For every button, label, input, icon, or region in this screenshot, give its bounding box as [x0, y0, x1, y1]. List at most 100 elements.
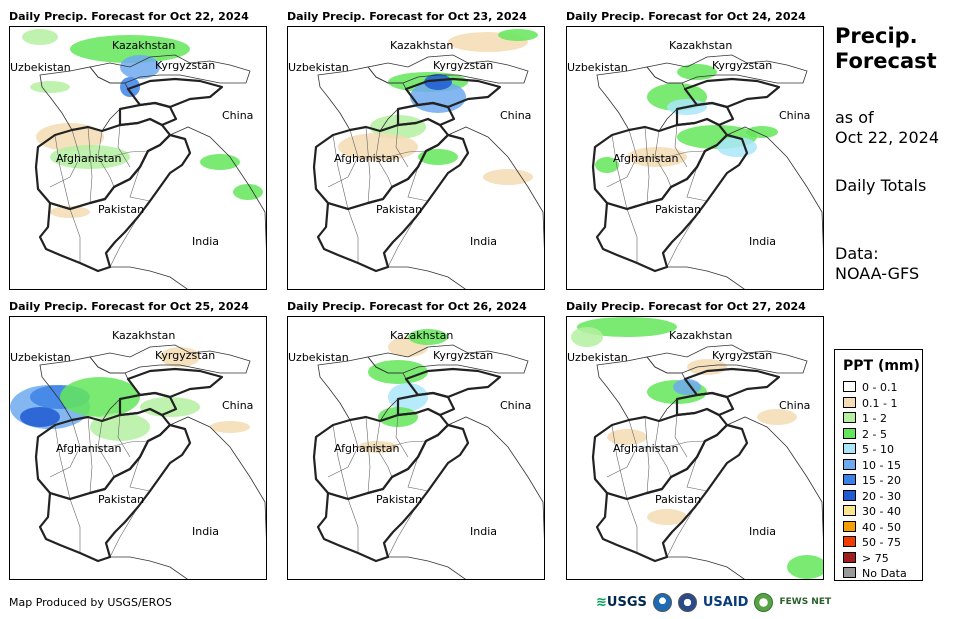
- map-panel-1: Kazakhstan Uzbekistan Kyrgyzstan China Afgha…: [9, 26, 267, 290]
- usaid-logo: USAID: [702, 594, 749, 610]
- precip-area: [30, 81, 70, 93]
- province-border: [387, 506, 417, 558]
- label-india: India: [470, 525, 497, 538]
- label-uzbekistan: Uzbekistan: [10, 351, 71, 364]
- province-border: [644, 126, 650, 204]
- label-kyrgyzstan: Kyrgyzstan: [712, 349, 772, 362]
- province-border: [97, 130, 115, 188]
- province-border: [626, 498, 638, 553]
- label-india: India: [192, 525, 219, 538]
- commerce-seal-logo: [677, 592, 697, 612]
- province-border: [644, 416, 650, 494]
- legend: PPT (mm) 0 - 0.1 0.1 - 1 1 - 2 2 - 5 5 - 10 1…: [834, 349, 923, 581]
- legend-swatch: [843, 396, 856, 408]
- fews-net-logo: FEWS NET: [779, 597, 832, 607]
- precip-area: [408, 329, 448, 345]
- label-india: India: [470, 235, 497, 248]
- legend-item: 1 - 2: [843, 412, 887, 425]
- label-china: China: [779, 109, 810, 122]
- legend-label: 0 - 0.1: [862, 381, 898, 394]
- label-kyrgyzstan: Kyrgyzstan: [433, 349, 493, 362]
- panel-title-3: Daily Precip. Forecast for Oct 24, 2024: [566, 10, 806, 23]
- province-border: [611, 424, 628, 500]
- region-border: [675, 101, 735, 127]
- legend-swatch: [843, 412, 856, 423]
- as-of-date: as of Oct 22, 2024: [835, 108, 939, 147]
- legend-label: > 75: [862, 551, 889, 565]
- precip-area: [483, 169, 533, 185]
- label-kyrgyzstan: Kyrgyzstan: [712, 59, 772, 72]
- label-china: China: [500, 109, 531, 122]
- legend-label: 15 - 20: [862, 474, 901, 487]
- legend-item: 2 - 5: [843, 427, 887, 441]
- map-panel-5: Kazakhstan Uzbekistan Kyrgyzstan China Afgha…: [287, 316, 545, 580]
- precip-area: [595, 157, 619, 173]
- map-panel-3: Kazakhstan Uzbekistan Kyrgyzstan China Afgha…: [566, 26, 824, 290]
- province-border: [54, 134, 71, 210]
- legend-label: 30 - 40: [862, 505, 901, 518]
- region-border: [118, 101, 178, 127]
- precip-area: [746, 126, 778, 138]
- forecast-title: Precip. Forecast: [835, 24, 937, 73]
- precip-area: [338, 133, 418, 161]
- label-kyrgyzstan: Kyrgyzstan: [433, 59, 493, 72]
- panel-title-2: Daily Precip. Forecast for Oct 23, 2024: [287, 10, 527, 23]
- province-border: [109, 506, 139, 558]
- legend-swatch: [843, 427, 856, 439]
- legend-swatch: [843, 458, 856, 470]
- precip-area: [120, 77, 140, 97]
- credit-text: Map Produced by USGS/EROS: [9, 596, 172, 609]
- legend-label: 10 - 15: [862, 458, 901, 472]
- precip-map: Kazakhstan Uzbekistan Kyrgyzstan China Afgha…: [567, 317, 823, 579]
- legend-swatch: [843, 474, 856, 485]
- label-uzbekistan: Uzbekistan: [288, 61, 349, 74]
- precip-area: [647, 509, 687, 525]
- province-border: [375, 130, 393, 188]
- legend-item: 50 - 75: [843, 536, 901, 549]
- precip-map: Kazakhstan Uzbekistan Kyrgyzstan China Afgha…: [288, 329, 544, 579]
- data-source: Data: NOAA-GFS: [835, 244, 920, 283]
- precip-area: [577, 317, 677, 337]
- legend-label: 20 - 30: [862, 489, 901, 503]
- label-pakistan: Pakistan: [376, 203, 422, 216]
- region-border: [595, 133, 749, 273]
- province-border: [606, 419, 638, 478]
- province-border: [87, 416, 93, 494]
- label-afghanistan: Afghanistan: [56, 442, 122, 455]
- legend-title: PPT (mm): [843, 358, 920, 374]
- region-border: [396, 101, 456, 127]
- label-afghanistan: Afghanistan: [334, 442, 400, 455]
- label-kazakhstan: Kazakhstan: [112, 329, 175, 342]
- panel-title-5: Daily Precip. Forecast for Oct 26, 2024: [287, 300, 527, 313]
- label-uzbekistan: Uzbekistan: [567, 351, 628, 364]
- legend-label: 5 - 10: [862, 443, 894, 456]
- province-border: [395, 124, 409, 168]
- province-border: [87, 126, 93, 204]
- province-border: [365, 416, 371, 494]
- province-border: [129, 456, 151, 492]
- precip-area: [160, 347, 200, 367]
- legend-swatch: [843, 489, 856, 501]
- legend-label: 2 - 5: [862, 427, 887, 441]
- precip-map: Kazakhstan Uzbekistan Kyrgyzstan China Afgha…: [288, 29, 544, 289]
- label-china: China: [222, 399, 253, 412]
- daily-totals-label: Daily Totals: [835, 176, 927, 195]
- province-border: [80, 440, 149, 448]
- province-border: [407, 166, 429, 202]
- precip-area: [210, 421, 250, 433]
- label-afghanistan: Afghanistan: [613, 152, 679, 165]
- precip-area: [424, 74, 452, 90]
- label-pakistan: Pakistan: [655, 493, 701, 506]
- legend-swatch: [843, 505, 856, 516]
- precip-map: Kazakhstan Uzbekistan Kyrgyzstan China Afgha…: [567, 39, 823, 289]
- province-border: [686, 166, 708, 202]
- label-china: China: [779, 399, 810, 412]
- province-border: [365, 126, 371, 204]
- legend-label: 1 - 2: [862, 412, 887, 425]
- province-border: [327, 129, 359, 188]
- legend-label: No Data: [862, 567, 907, 580]
- label-india: India: [749, 235, 776, 248]
- legend-swatch: [843, 520, 856, 532]
- label-uzbekistan: Uzbekistan: [567, 61, 628, 74]
- label-india: India: [749, 525, 776, 538]
